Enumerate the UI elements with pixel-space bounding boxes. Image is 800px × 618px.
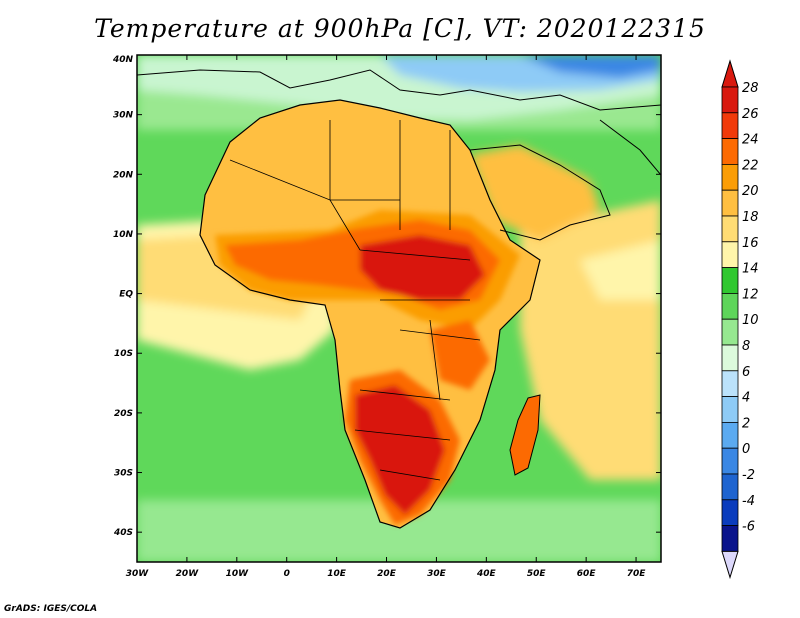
colorbar-segment (721, 292, 739, 320)
plot-frame (136, 54, 662, 563)
colorbar-label: 4 (742, 391, 750, 406)
colorbar-label: 14 (742, 262, 759, 277)
field-arabia (470, 145, 600, 240)
colorbar-under-triangle (721, 550, 739, 580)
lat-tick-label: 30N (113, 111, 134, 121)
colorbar-label: 18 (742, 210, 759, 225)
lon-tick-label: 10W (226, 569, 250, 579)
plot-area (137, 55, 661, 562)
map-title: Temperature at 900hPa [C], VT: 202012231… (94, 14, 706, 43)
colorbar-segment (721, 525, 739, 552)
colorbar-label: 0 (742, 442, 750, 457)
colorbar-label: 8 (742, 339, 750, 354)
lat-tick-label: 40N (112, 55, 134, 65)
country-borders (229, 120, 481, 481)
lon-tick-label: 30W (126, 569, 150, 579)
colorbar-segment (721, 267, 739, 294)
colorbar-label: -2 (742, 468, 755, 483)
colorbar-label: 10 (742, 313, 759, 328)
colorbar-segment (721, 112, 739, 140)
colorbar-segment (721, 189, 739, 217)
madagascar-coast (509, 394, 541, 476)
colorbar-label: 12 (742, 287, 759, 302)
colorbar-segment (721, 473, 739, 501)
colorbar-label: -6 (742, 520, 755, 535)
colorbar-label: 16 (742, 236, 759, 251)
lat-tick-label: EQ (119, 290, 133, 300)
colorbar-segment (721, 138, 739, 165)
colorbar-segment (721, 241, 739, 269)
lon-tick-label: 20W (176, 569, 200, 579)
grads-credit: GrADS: IGES/COLA (4, 604, 98, 614)
colorbar-segment (721, 499, 739, 526)
colorbar-label: 28 (742, 81, 759, 96)
lon-tick-label: 20E (377, 569, 397, 579)
colorbar-label: 20 (742, 184, 759, 199)
europe-coastline (137, 69, 661, 111)
lon-tick-label: 30E (427, 569, 447, 579)
lon-tick-label: 10E (327, 569, 347, 579)
longitude-ticks: 30W 20W 10W 0 10E 20E 30E 40E 50E 60E 70E (126, 55, 646, 579)
lat-tick-label: 20S (114, 409, 133, 419)
colorbar-segment (721, 163, 739, 191)
lon-tick-label: 60E (577, 569, 597, 579)
lon-tick-label: 50E (527, 569, 547, 579)
colorbar-segment (721, 86, 739, 114)
africa-temperature (200, 100, 541, 528)
colorbar-label: 24 (742, 133, 759, 148)
colorbar-segment (721, 421, 739, 449)
colorbar-label: 2 (742, 416, 750, 431)
lon-tick-label: 40E (476, 569, 497, 579)
lon-tick-label: 0 (284, 569, 290, 579)
lat-tick-label: 10S (114, 349, 133, 359)
field-indian-pale (580, 240, 661, 300)
persia-coastline (599, 119, 661, 176)
colorbar-label: 22 (742, 158, 759, 173)
colorbar-label: 6 (742, 365, 750, 380)
lat-tick-label: 20N (113, 170, 134, 180)
colorbar-segment (721, 396, 739, 423)
colorbar-segment (721, 447, 739, 475)
lon-tick-label: 70E (627, 569, 647, 579)
colorbar-segment (721, 344, 739, 372)
africa-field-hottest-north (360, 235, 485, 300)
africa-field-east-hot (430, 320, 490, 390)
lat-tick-label: 10N (113, 230, 134, 240)
lat-tick-label: 40S (113, 528, 133, 538)
africa-coastline (199, 99, 541, 529)
field-north-deepblue (520, 55, 661, 78)
latitude-ticks: 40N 30N 20N 10N EQ 10S 20S 30S 40S (112, 54, 661, 538)
madagascar-field (510, 395, 540, 475)
colorbar-label: -4 (742, 494, 755, 509)
colorbar-segment (721, 318, 739, 346)
temperature-field (137, 55, 661, 562)
africa-field-base (200, 100, 540, 528)
africa-field-hottest-south (355, 385, 445, 515)
colorbar-segment (721, 370, 739, 397)
colorbar-over-triangle (721, 59, 739, 88)
colorbar-segment (721, 215, 739, 243)
colorbar-label: 26 (742, 107, 759, 122)
lat-tick-label: 30S (114, 469, 133, 479)
arabia-coastline (469, 144, 611, 241)
